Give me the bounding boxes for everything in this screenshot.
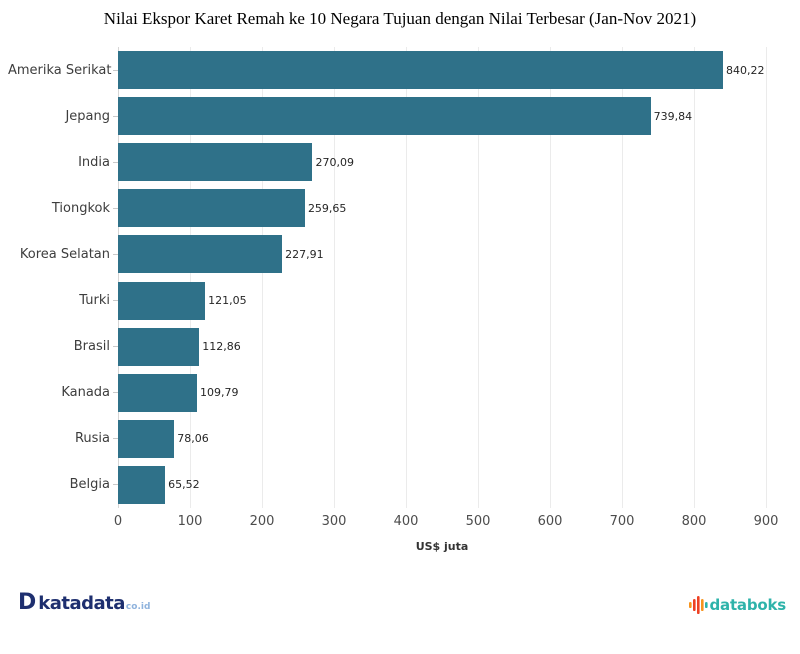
x-tick-label: 900	[753, 514, 779, 529]
databoks-logo[interactable]: databoks	[688, 594, 787, 616]
bar-track: 270,09	[118, 143, 766, 182]
bar-track: 65,52	[118, 465, 766, 504]
x-axis: 0 100 200 300 400 500 600 700 800 900	[114, 514, 779, 530]
category-label: Jepang	[65, 108, 110, 124]
category-label: Amerika Serikat	[8, 62, 112, 78]
value-label: 109,79	[200, 386, 239, 400]
category-tick	[113, 69, 118, 71]
databoks-wave-icon	[688, 596, 708, 614]
value-label: 840,22	[725, 63, 765, 77]
gridline	[766, 47, 767, 508]
katadata-tld: co.id	[125, 602, 151, 612]
category-tick	[113, 253, 118, 255]
bar-row: Amerika Serikat 840,22	[8, 47, 766, 93]
value-label: 65,52	[168, 478, 200, 492]
bar-row: Turki 121,05	[8, 277, 766, 323]
katadata-logo-text: katadata	[38, 593, 125, 614]
bar[interactable]	[118, 373, 198, 412]
bar[interactable]	[118, 419, 175, 458]
gridline	[334, 47, 335, 508]
bar-track: 227,91	[118, 235, 766, 274]
category-label: Brasil	[73, 339, 110, 355]
x-tick-label: 100	[177, 514, 203, 529]
category-tick	[113, 115, 118, 117]
chart-title: Nilai Ekspor Karet Remah ke 10 Negara Tu…	[103, 9, 697, 28]
bar-track: 112,86	[118, 327, 766, 366]
category-tick	[113, 207, 118, 209]
value-label: 227,91	[285, 247, 324, 261]
bar-track: 78,06	[118, 419, 766, 458]
x-tick-label: 700	[609, 514, 635, 529]
bar-chart: Amerika Serikat 840,22 Jepang 739,84 Ind…	[8, 47, 767, 508]
bar-row: India 270,09	[8, 139, 766, 185]
x-tick-label: 0	[113, 514, 123, 529]
bar[interactable]	[118, 281, 206, 320]
category-label: Tiongkok	[51, 200, 110, 216]
x-tick-label: 200	[249, 514, 275, 529]
bar-row: Belgia 65,52	[8, 462, 766, 508]
bar-row: Kanada 109,79	[8, 370, 766, 416]
bar[interactable]	[118, 189, 305, 228]
bar-row: Rusia 78,06	[8, 416, 766, 462]
grid-layer	[118, 47, 767, 508]
category-tick	[113, 300, 118, 302]
x-axis-title: US$ juta	[415, 540, 469, 553]
category-tick	[113, 161, 118, 163]
category-label: Korea Selatan	[19, 246, 110, 262]
katadata-d-icon: D	[18, 590, 37, 615]
category-tick	[113, 484, 118, 486]
y-axis-line	[118, 47, 119, 508]
x-tick-label: 300	[321, 514, 347, 529]
x-tick-label: 500	[465, 514, 491, 529]
category-tick	[113, 346, 118, 348]
x-tick-label: 600	[537, 514, 563, 529]
databoks-logo-text: databoks	[709, 596, 787, 614]
gridline	[622, 47, 623, 508]
gridline	[478, 47, 479, 508]
bar[interactable]	[118, 235, 283, 274]
bars-container: Amerika Serikat 840,22 Jepang 739,84 Ind…	[8, 47, 766, 508]
value-label: 78,06	[177, 432, 209, 446]
x-tick-label: 400	[393, 514, 419, 529]
x-tick-label: 800	[681, 514, 707, 529]
gridline	[693, 47, 695, 508]
value-label: 739,84	[653, 109, 693, 123]
category-label: Turki	[79, 293, 110, 309]
category-tick	[113, 438, 118, 440]
bar-track: 121,05	[118, 281, 766, 320]
bar[interactable]	[118, 465, 166, 504]
gridline	[550, 47, 551, 508]
bar-row: Tiongkok 259,65	[8, 185, 766, 231]
bar[interactable]	[118, 327, 200, 366]
gridline	[189, 47, 191, 508]
bar-row: Jepang 739,84	[8, 93, 766, 139]
gridline	[261, 47, 263, 508]
bar-track: 840,22	[118, 51, 766, 90]
category-label: Rusia	[74, 431, 110, 447]
category-label: Kanada	[61, 385, 110, 401]
category-label: India	[78, 154, 110, 170]
footer: D katadata co.id databoks	[0, 590, 800, 624]
value-label: 112,86	[202, 340, 241, 354]
bar-track: 109,79	[118, 373, 766, 412]
bar-row: Korea Selatan 227,91	[8, 231, 766, 277]
bar-track: 739,84	[118, 97, 766, 136]
value-label: 270,09	[315, 155, 354, 169]
bar[interactable]	[118, 97, 651, 136]
katadata-logo[interactable]: D katadata co.id	[18, 590, 151, 615]
category-tick	[113, 392, 118, 394]
gridline	[405, 47, 407, 508]
bar-track: 259,65	[118, 189, 766, 228]
bar[interactable]	[118, 51, 723, 90]
value-label: 259,65	[307, 201, 347, 215]
category-label: Belgia	[69, 477, 110, 493]
bar[interactable]	[118, 143, 313, 182]
bar-row: Brasil 112,86	[8, 324, 766, 370]
value-label: 121,05	[208, 294, 247, 308]
